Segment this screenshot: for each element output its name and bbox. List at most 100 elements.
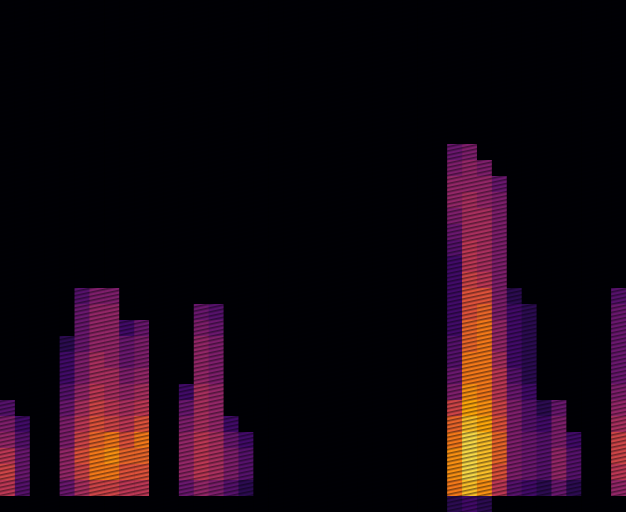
cell (402, 192, 418, 209)
cell (149, 192, 165, 209)
cell (477, 128, 493, 145)
cell (492, 128, 508, 145)
cell (551, 352, 567, 369)
cell (15, 368, 31, 385)
cell (417, 64, 433, 81)
cell (477, 160, 493, 177)
cell (89, 432, 105, 449)
cell (537, 432, 553, 449)
cell (89, 160, 105, 177)
cell (164, 496, 180, 512)
cell (313, 320, 329, 337)
cell (343, 208, 359, 225)
cell (611, 384, 626, 401)
cell (462, 336, 478, 353)
cell (268, 160, 284, 177)
cell (179, 432, 195, 449)
cell (507, 352, 523, 369)
cell (611, 240, 626, 257)
cell (283, 336, 299, 353)
cell (224, 144, 240, 161)
cell (164, 160, 180, 177)
cell (149, 384, 165, 401)
cell (268, 336, 284, 353)
cell (45, 352, 61, 369)
cell (298, 224, 314, 241)
cell (194, 480, 210, 497)
cell (134, 368, 150, 385)
cell (134, 464, 150, 481)
cell (596, 160, 612, 177)
cell (89, 48, 105, 65)
cell (566, 192, 582, 209)
cell (238, 48, 254, 65)
cell (30, 0, 45, 17)
cell (134, 416, 150, 433)
cell (477, 16, 493, 33)
cell (149, 480, 165, 497)
cell (417, 448, 433, 465)
cell (402, 448, 418, 465)
cell (522, 192, 538, 209)
cell (507, 288, 523, 305)
cell (507, 384, 523, 401)
cell (224, 112, 240, 129)
cell (134, 0, 150, 17)
cell (373, 0, 389, 17)
cell (551, 112, 567, 129)
cell (119, 224, 134, 241)
cell (432, 448, 448, 465)
cell (566, 128, 582, 145)
cell (298, 304, 314, 321)
cell (253, 112, 269, 129)
cell (0, 320, 16, 337)
cell (358, 0, 374, 17)
cell (164, 176, 180, 193)
cell (388, 368, 404, 385)
cell (328, 448, 344, 465)
cell (551, 336, 567, 353)
cell (343, 496, 359, 512)
cell (522, 336, 538, 353)
cell (447, 80, 463, 97)
cell (134, 320, 150, 337)
cell (417, 96, 433, 113)
cell (551, 432, 567, 449)
cell (75, 336, 91, 353)
cell (60, 288, 75, 305)
cell (596, 496, 612, 512)
cell (417, 160, 433, 177)
cell (0, 160, 16, 177)
cell (477, 464, 493, 481)
cell (313, 128, 329, 145)
cell (15, 320, 31, 337)
cell (45, 0, 61, 17)
cell (149, 448, 165, 465)
cell (268, 464, 284, 481)
cell (388, 336, 404, 353)
cell (224, 352, 240, 369)
cell (611, 16, 626, 33)
cell (238, 16, 254, 33)
cell (60, 448, 75, 465)
cell (75, 160, 91, 177)
cell (283, 48, 299, 65)
cell (164, 320, 180, 337)
cell (283, 416, 299, 433)
cell (417, 304, 433, 321)
cell (238, 144, 254, 161)
cell (298, 64, 314, 81)
cell (566, 368, 582, 385)
cell (119, 448, 134, 465)
cell (298, 144, 314, 161)
cell (224, 160, 240, 177)
cell (343, 64, 359, 81)
cell (358, 448, 374, 465)
cell (209, 352, 225, 369)
cell (194, 256, 210, 273)
cell (209, 416, 225, 433)
cell (194, 48, 210, 65)
cell (0, 48, 16, 65)
cell (581, 64, 597, 81)
cell (611, 432, 626, 449)
